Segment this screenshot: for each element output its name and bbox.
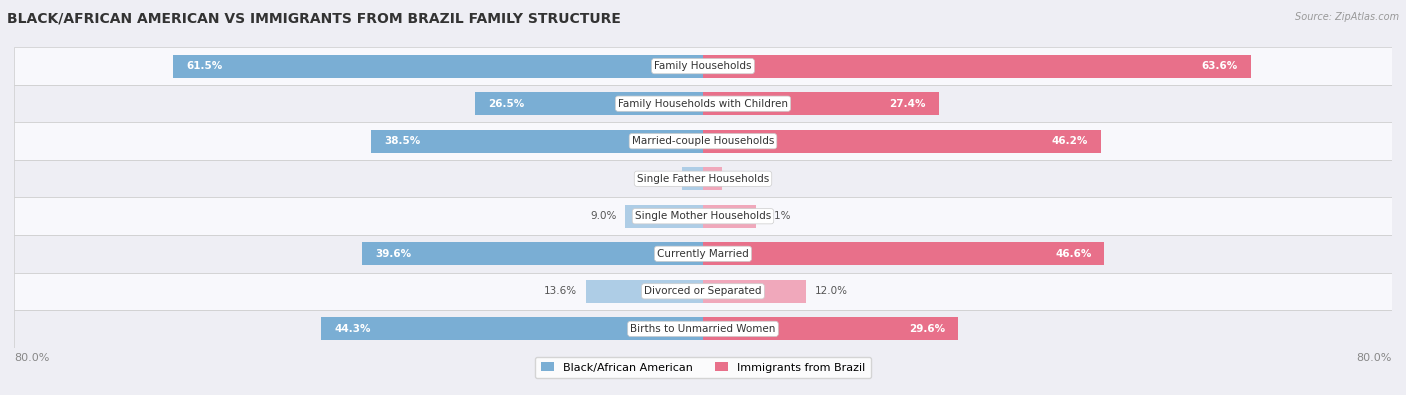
Bar xyxy=(14,47,1392,85)
Text: Currently Married: Currently Married xyxy=(657,249,749,259)
Text: Single Father Households: Single Father Households xyxy=(637,174,769,184)
Bar xyxy=(14,235,1392,273)
Bar xyxy=(14,122,1392,160)
Text: 2.2%: 2.2% xyxy=(731,174,756,184)
Text: 80.0%: 80.0% xyxy=(1357,353,1392,363)
Text: 80.0%: 80.0% xyxy=(14,353,49,363)
Text: Divorced or Separated: Divorced or Separated xyxy=(644,286,762,296)
Text: 9.0%: 9.0% xyxy=(591,211,617,221)
Text: 44.3%: 44.3% xyxy=(335,324,371,334)
Text: Single Mother Households: Single Mother Households xyxy=(636,211,770,221)
Bar xyxy=(703,55,1251,78)
Text: BLACK/AFRICAN AMERICAN VS IMMIGRANTS FROM BRAZIL FAMILY STRUCTURE: BLACK/AFRICAN AMERICAN VS IMMIGRANTS FRO… xyxy=(7,12,621,26)
Bar xyxy=(703,280,807,303)
Bar xyxy=(586,280,703,303)
Text: 13.6%: 13.6% xyxy=(544,286,578,296)
Text: 27.4%: 27.4% xyxy=(890,99,927,109)
Legend: Black/African American, Immigrants from Brazil: Black/African American, Immigrants from … xyxy=(536,357,870,378)
Bar xyxy=(14,198,1392,235)
Bar xyxy=(14,310,1392,348)
Text: 6.1%: 6.1% xyxy=(763,211,790,221)
Bar xyxy=(14,160,1392,198)
Bar xyxy=(361,242,703,265)
Bar xyxy=(703,92,939,115)
Bar xyxy=(14,273,1392,310)
Text: Family Households: Family Households xyxy=(654,61,752,71)
Bar xyxy=(703,167,721,190)
Bar xyxy=(322,317,703,340)
Text: 46.6%: 46.6% xyxy=(1054,249,1091,259)
Text: 38.5%: 38.5% xyxy=(384,136,420,146)
Text: 12.0%: 12.0% xyxy=(815,286,848,296)
Bar xyxy=(703,317,957,340)
Text: 46.2%: 46.2% xyxy=(1052,136,1088,146)
Text: 26.5%: 26.5% xyxy=(488,99,524,109)
Text: 29.6%: 29.6% xyxy=(908,324,945,334)
Text: 61.5%: 61.5% xyxy=(186,61,222,71)
Bar xyxy=(173,55,703,78)
Bar xyxy=(703,205,755,228)
Bar xyxy=(626,205,703,228)
Text: 2.4%: 2.4% xyxy=(647,174,673,184)
Bar xyxy=(703,130,1101,153)
Bar xyxy=(682,167,703,190)
Text: Family Households with Children: Family Households with Children xyxy=(619,99,787,109)
Text: 63.6%: 63.6% xyxy=(1202,61,1237,71)
Bar xyxy=(703,242,1104,265)
Text: Married-couple Households: Married-couple Households xyxy=(631,136,775,146)
Text: 39.6%: 39.6% xyxy=(375,249,411,259)
Bar xyxy=(475,92,703,115)
Text: Births to Unmarried Women: Births to Unmarried Women xyxy=(630,324,776,334)
Text: Source: ZipAtlas.com: Source: ZipAtlas.com xyxy=(1295,12,1399,22)
Bar xyxy=(371,130,703,153)
Bar xyxy=(14,85,1392,122)
